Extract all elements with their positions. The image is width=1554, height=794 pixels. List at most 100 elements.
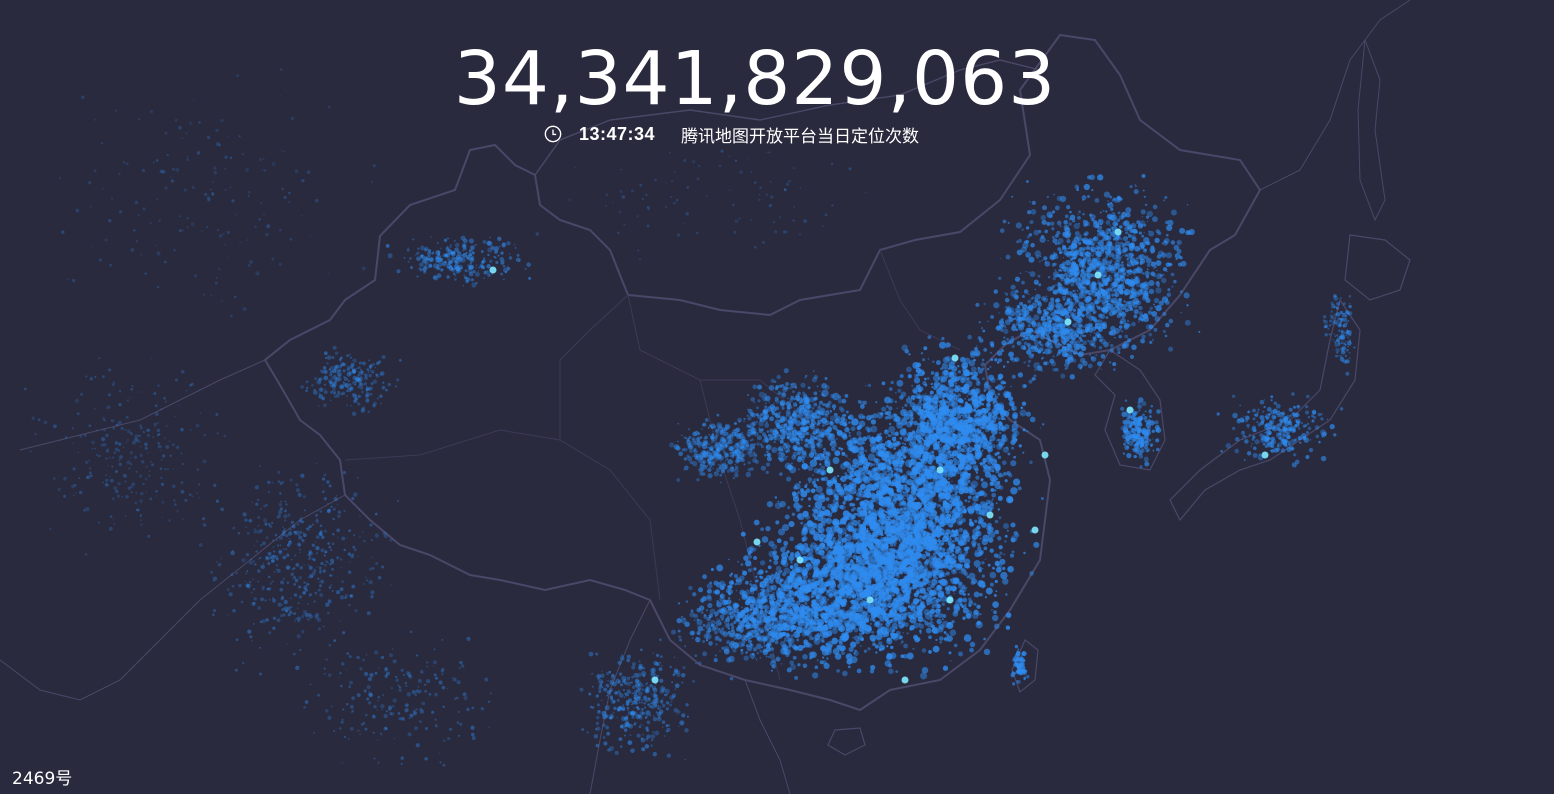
location-point (961, 518, 966, 523)
location-point (949, 500, 952, 503)
location-point (895, 670, 899, 673)
location-point (791, 491, 797, 497)
location-point (900, 640, 904, 644)
location-point (971, 543, 976, 548)
location-point (922, 425, 925, 428)
location-point (945, 554, 952, 561)
location-point (929, 612, 934, 618)
location-point (890, 431, 896, 436)
location-point (916, 373, 920, 377)
location-point (963, 570, 966, 573)
location-point (964, 453, 971, 459)
location-point (899, 428, 907, 436)
location-point (787, 464, 793, 471)
location-point (1002, 365, 1006, 368)
location-point (933, 505, 937, 509)
location-point (904, 606, 907, 609)
location-point (771, 664, 776, 669)
location-point (815, 526, 821, 531)
location-point (918, 461, 924, 467)
location-point (856, 668, 862, 674)
location-point (909, 413, 914, 417)
location-point (893, 611, 898, 616)
location-point (832, 392, 840, 401)
location-point (913, 598, 919, 605)
location-point (887, 414, 893, 420)
location-point (935, 638, 938, 642)
location-point (953, 560, 957, 564)
location-point (1022, 428, 1026, 432)
location-point (890, 470, 894, 473)
location-point (936, 533, 940, 538)
location-point (935, 360, 941, 366)
location-point (1025, 411, 1031, 417)
location-point (868, 616, 870, 619)
location-point (793, 631, 801, 639)
location-point (972, 612, 979, 619)
location-point (810, 542, 817, 549)
location-point (997, 472, 1003, 478)
location-point (973, 602, 977, 606)
location-point (916, 637, 921, 642)
location-point (993, 567, 996, 570)
location-point (935, 598, 940, 603)
location-point (915, 561, 919, 565)
location-point (917, 515, 919, 517)
location-point (1003, 553, 1006, 556)
location-point (901, 344, 908, 351)
location-point (911, 442, 918, 448)
location-point (831, 601, 833, 603)
location-point (956, 414, 962, 419)
location-point (875, 500, 878, 502)
location-point (959, 457, 966, 464)
location-point (954, 451, 962, 459)
location-point (957, 597, 964, 604)
location-point (970, 480, 979, 488)
location-point (836, 562, 844, 569)
location-point (926, 404, 933, 411)
location-point (834, 525, 837, 529)
location-point (800, 497, 804, 501)
location-point (967, 444, 971, 447)
location-point (925, 393, 927, 395)
location-point (960, 528, 962, 530)
location-point (999, 551, 1003, 555)
location-point (875, 651, 878, 654)
location-point (1002, 460, 1007, 466)
location-point (897, 493, 900, 496)
location-point (819, 469, 826, 476)
location-point (873, 463, 876, 466)
location-point (939, 385, 945, 390)
location-point (801, 537, 806, 542)
location-point (979, 426, 983, 430)
location-point (991, 477, 995, 480)
location-point (965, 486, 973, 494)
location-point (857, 536, 865, 544)
location-point (829, 605, 832, 608)
location-point (876, 551, 883, 557)
location-point (932, 645, 940, 653)
location-point (839, 612, 846, 620)
location-point (826, 589, 830, 594)
location-point (955, 493, 958, 495)
location-point (904, 403, 908, 407)
location-point (979, 462, 982, 465)
location-point (844, 548, 847, 551)
location-point (967, 593, 970, 596)
location-point (917, 560, 921, 564)
location-point (943, 426, 949, 432)
location-point (842, 516, 847, 521)
location-point (893, 544, 896, 547)
location-point (852, 636, 854, 639)
location-point (923, 532, 926, 535)
location-point (765, 570, 768, 573)
location-point (1001, 386, 1005, 390)
location-point (957, 397, 963, 403)
location-point (962, 505, 966, 510)
location-point (902, 583, 910, 590)
location-point (948, 651, 952, 655)
location-point (955, 397, 958, 400)
location-point (981, 538, 989, 546)
location-point (975, 475, 980, 480)
